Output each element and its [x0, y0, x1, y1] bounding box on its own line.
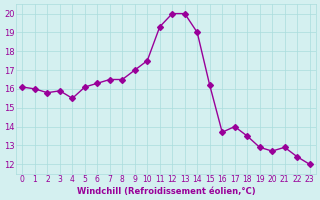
X-axis label: Windchill (Refroidissement éolien,°C): Windchill (Refroidissement éolien,°C): [77, 187, 255, 196]
